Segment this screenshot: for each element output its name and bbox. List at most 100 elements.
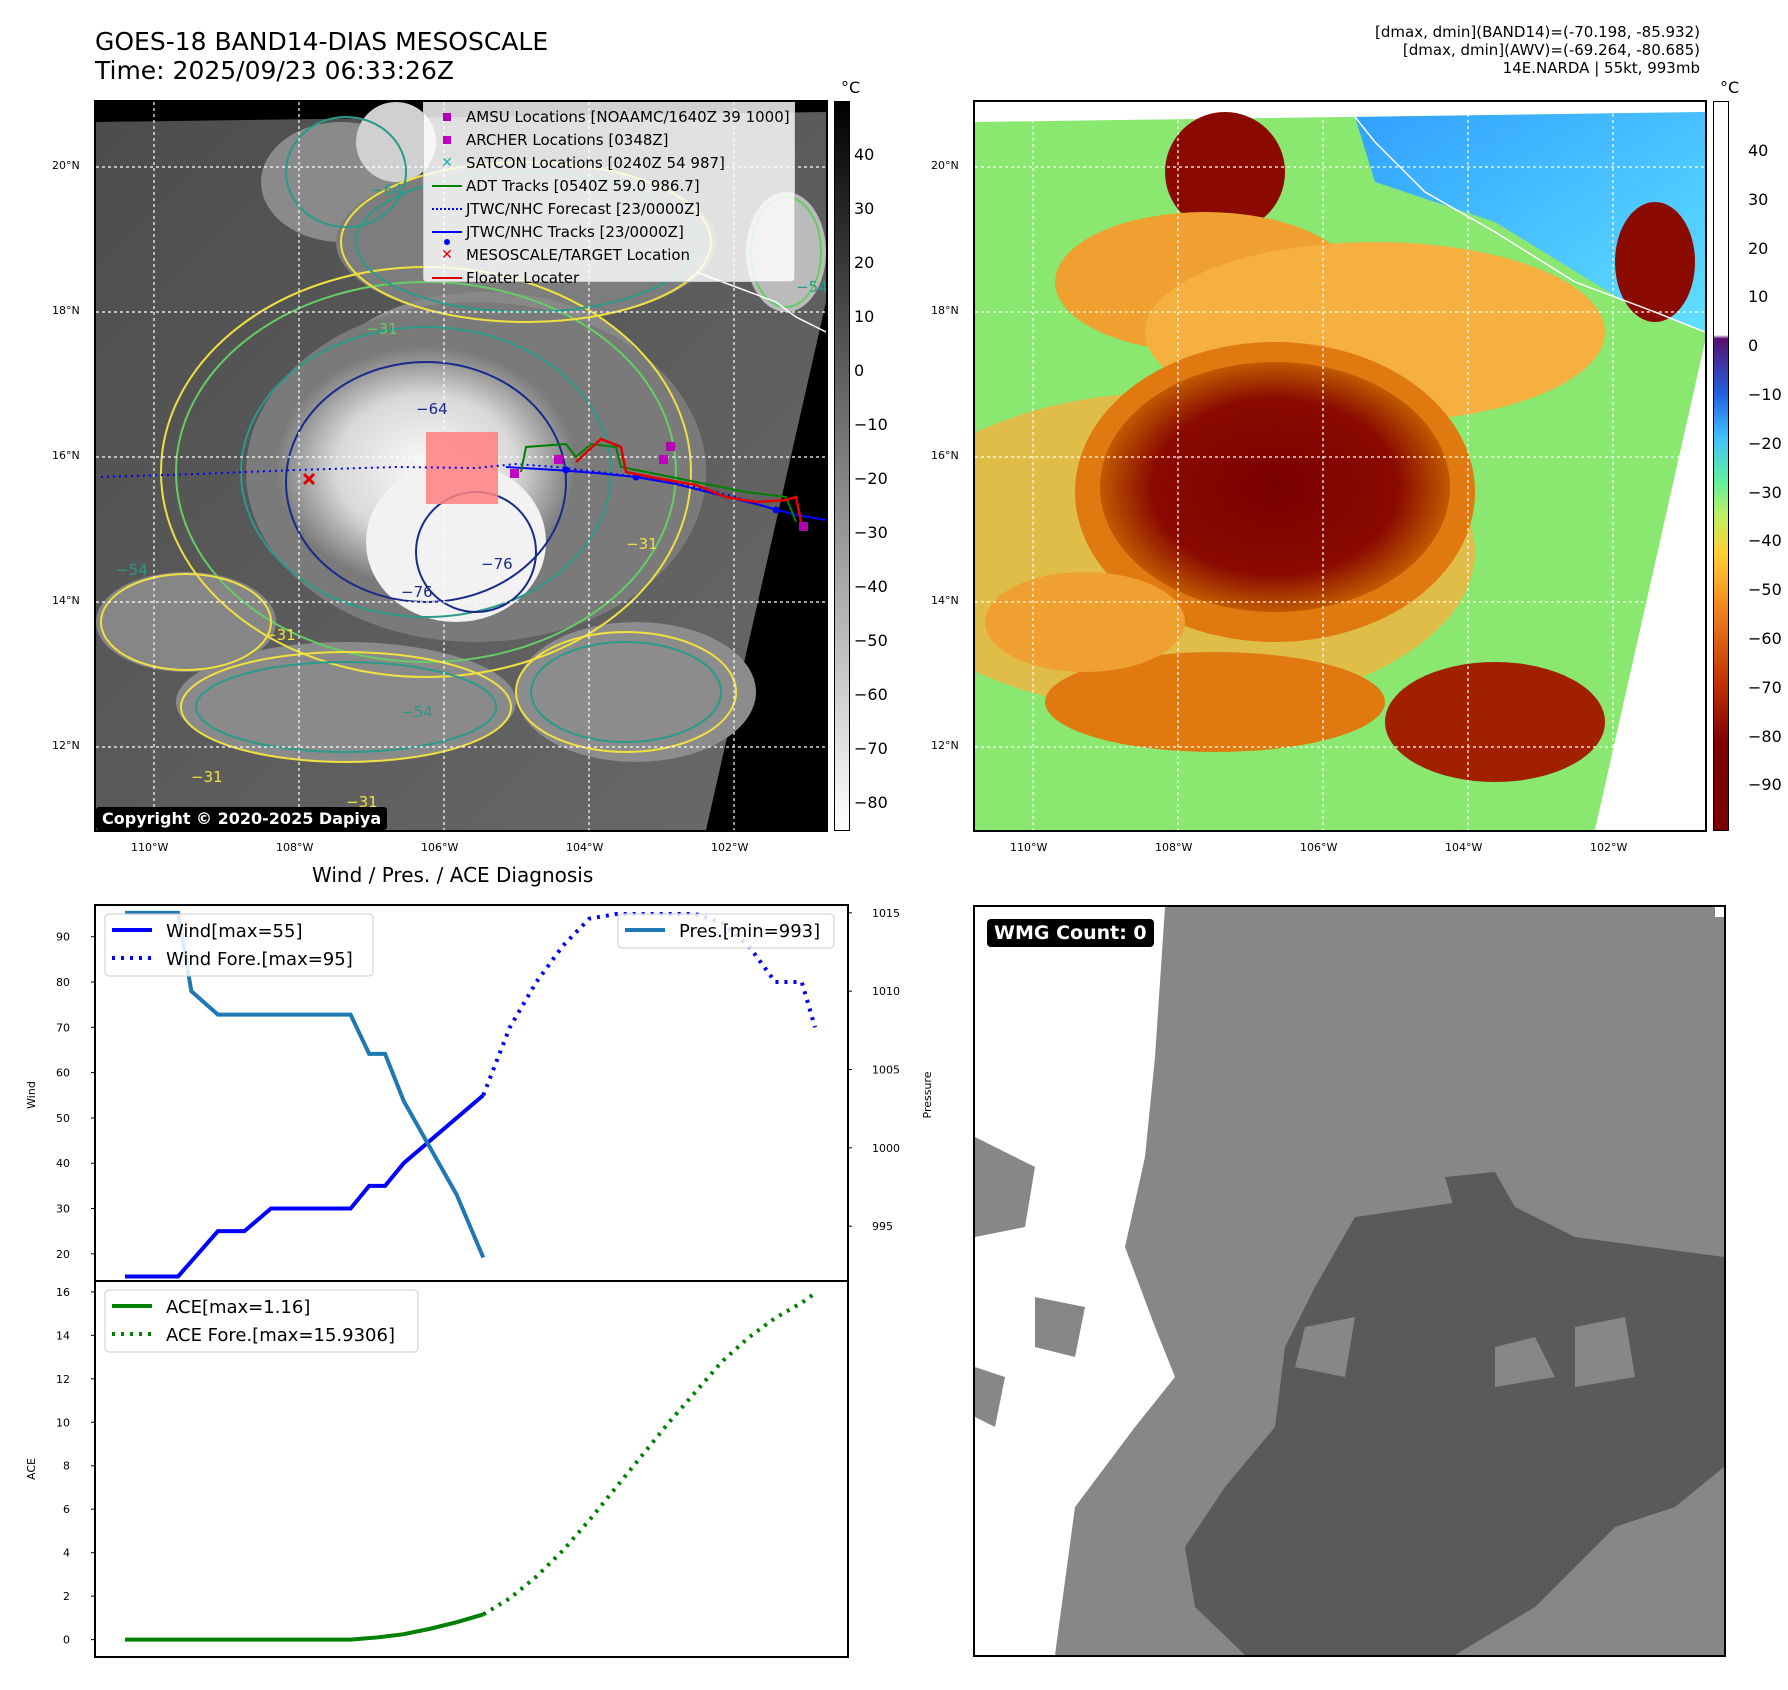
contour-label: −76 (401, 583, 433, 601)
series-line-ace-fore- (482, 1291, 817, 1617)
lon-label: 104°W (1445, 841, 1483, 854)
colorbar-tick-label: 0 (1748, 336, 1759, 356)
y-tick-label: 4 (63, 1547, 70, 1560)
diagnosis-title: Wind / Pres. / ACE Diagnosis (312, 863, 594, 887)
storm-info: [dmax, dmin](BAND14)=(-70.198, -85.932) … (1375, 23, 1700, 77)
lon-label: 108°W (276, 841, 314, 854)
y-tick-label: 70 (56, 1021, 70, 1034)
colorbar-tick-label: −60 (1748, 629, 1782, 648)
track-point (772, 506, 780, 514)
y-tick-label: 80 (56, 976, 70, 989)
contour-label: −64 (371, 181, 403, 199)
lat-label: 12°N (52, 739, 80, 752)
contour-label: −64 (416, 400, 448, 418)
archer-marker (554, 455, 563, 464)
pressure-legend: Pres.[min=993] (617, 913, 835, 949)
wmg-panel: WMG Count: 0 (973, 905, 1726, 1657)
legend-item-satcon: ✕ SATCON Locations [0240Z 54 987] (428, 151, 790, 174)
series-line-ace (125, 1612, 484, 1642)
y-tick-label: 20 (56, 1248, 70, 1261)
y-tick-label: 0 (63, 1634, 70, 1647)
contour-label: −31 (191, 768, 223, 786)
lat-label: 20°N (931, 159, 959, 172)
contour-label: −31 (366, 320, 398, 338)
legend-item-floater: Floater Locater (428, 266, 790, 289)
square-icon (443, 135, 451, 144)
legend-ace: ACE[max=1.16] (166, 1297, 310, 1318)
copyright-badge: Copyright © 2020-2025 Dapiya (96, 807, 388, 830)
lon-label: 104°W (566, 841, 604, 854)
colorbar-tick-label: −30 (1748, 482, 1782, 502)
legend-ace-forecast: ACE Fore.[max=15.9306] (166, 1325, 395, 1346)
info-line1: [dmax, dmin](BAND14)=(-70.198, -85.932) (1375, 23, 1700, 41)
cross-icon: ✕ (441, 246, 453, 263)
legend-item-forecast: JTWC/NHC Forecast [23/0000Z] (428, 197, 790, 220)
colorbar-tick-label: −10 (854, 415, 888, 434)
y-tick-label: 90 (56, 931, 70, 944)
lon-label: 108°W (1155, 841, 1193, 854)
square-icon (443, 112, 451, 121)
info-line2: [dmax, dmin](AWV)=(-69.264, -80.685) (1402, 41, 1700, 59)
y-tick-label: 40 (56, 1157, 70, 1170)
colorbar-tick-label: −80 (1748, 726, 1782, 746)
y-tick-label: 30 (56, 1203, 70, 1216)
lat-label: 16°N (931, 449, 959, 462)
awv-map-image (975, 102, 1705, 830)
enhanced-colorbar (1713, 101, 1729, 831)
map-legend: AMSU Locations [NOAAMC/1640Z 39 1000] AR… (423, 102, 795, 287)
colorbar-tick-label: −30 (854, 523, 888, 542)
ace-axes-frame (94, 1280, 849, 1658)
colorbar-tick-label: −40 (1748, 531, 1782, 551)
amsu-marker (666, 442, 675, 451)
lat-label: 16°N (52, 449, 80, 462)
legend-wind: Wind[max=55] (166, 921, 303, 942)
y-tick-label: 2 (63, 1590, 70, 1603)
lat-label: 20°N (52, 159, 80, 172)
colorbar-tick-label: −50 (854, 631, 888, 650)
contour-label: −31 (346, 793, 378, 811)
wind-legend: Wind[max=55] Wind Fore.[max=95] (104, 913, 374, 977)
y-tick-label: 16 (56, 1286, 70, 1299)
y2-tick-label: 995 (872, 1220, 893, 1233)
colorbar-tick-label: −50 (1748, 580, 1782, 600)
floater-locater-track (575, 437, 803, 523)
colorbar-tick-label: −90 (1748, 775, 1782, 795)
lon-label: 102°W (1590, 841, 1628, 854)
archer-marker (510, 469, 519, 478)
y-tick-label: 14 (56, 1329, 70, 1342)
legend-pressure: Pres.[min=993] (679, 921, 820, 942)
pressure-axis-label: Pressure (921, 1071, 934, 1118)
lon-label: 110°W (131, 841, 169, 854)
colorbar-tick-label: −20 (1748, 433, 1782, 453)
colorbar-tick-label: −10 (1748, 385, 1782, 404)
diagnosis-chart: 20 30 40 50 60 70 80 90 995 1000 1005 1010 1015 0 2 4… (25, 904, 934, 1658)
dotted-line-icon (432, 207, 462, 210)
y-tick-label: 12 (56, 1373, 70, 1386)
colorbar-tick-label: −70 (854, 739, 888, 758)
y2-tick-label: 1000 (872, 1142, 900, 1155)
adt-track (520, 442, 797, 523)
colorbar-tick-label: 20 (854, 253, 875, 272)
title-line1: GOES-18 BAND14-DIAS MESOSCALE (95, 27, 549, 56)
contour-label: −54 (401, 703, 433, 721)
colorbar-tick-label: 0 (854, 361, 865, 380)
y2-tick-label: 1010 (872, 985, 900, 998)
target-marker (302, 472, 316, 486)
series-line-wind-fore- (481, 912, 817, 1096)
track-point (562, 466, 570, 474)
amsu-marker (799, 522, 808, 531)
wind-axis-label: Wind (25, 1081, 38, 1109)
colorbar-tick-label: 20 (1748, 238, 1769, 258)
y2-tick-label: 1015 (872, 907, 900, 920)
y2-tick-label: 1005 (872, 1064, 900, 1077)
cross-icon: ✕ (441, 154, 453, 171)
wmg-image (975, 907, 1724, 1655)
series-line-wind (125, 1093, 485, 1279)
line-icon (432, 184, 462, 187)
lon-label: 106°W (1300, 841, 1338, 854)
colorbar-tick-label: −60 (854, 685, 888, 704)
lat-label: 18°N (931, 304, 959, 317)
y-tick-label: 10 (56, 1416, 70, 1429)
y-tick-label: 60 (56, 1067, 70, 1080)
y-tick-label: 8 (63, 1460, 70, 1473)
